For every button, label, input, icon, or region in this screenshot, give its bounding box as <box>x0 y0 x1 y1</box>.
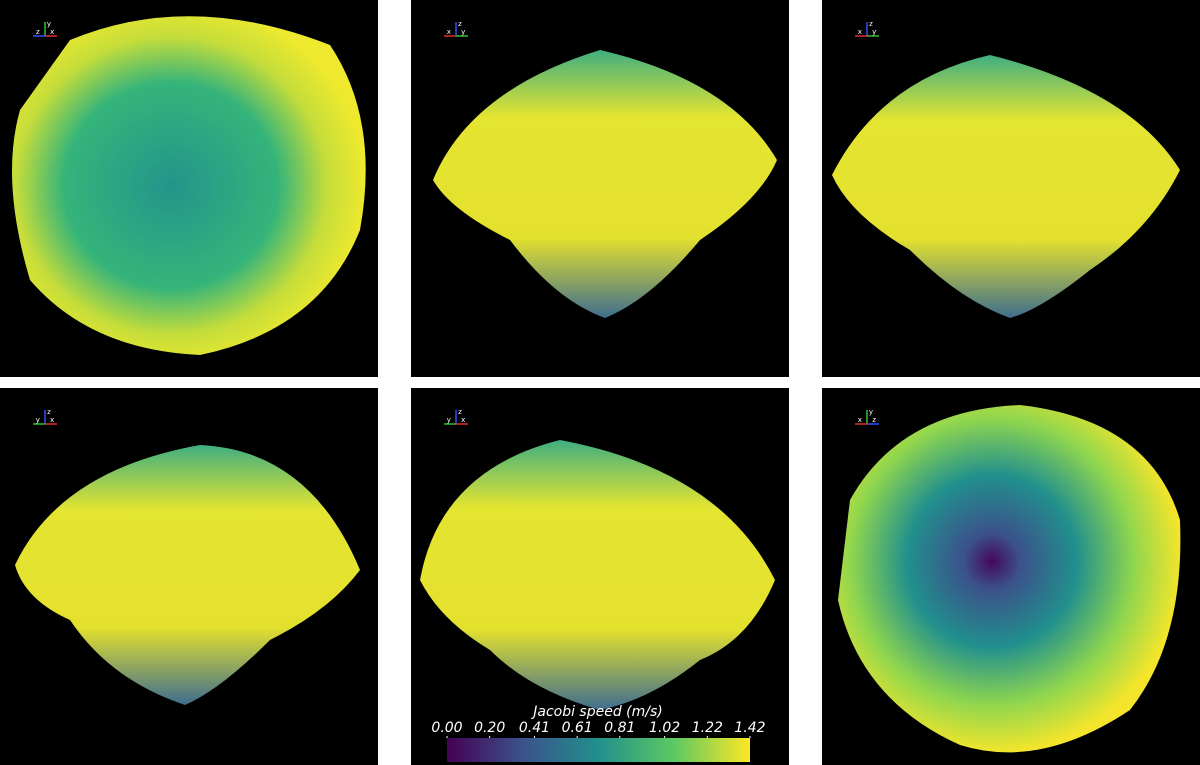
colorbar-tick-label: 1.42 <box>734 720 765 736</box>
colorbar: Jacobi speed (m/s) 0.00 0.20 0.41 0.61 0.81 1… <box>431 704 766 762</box>
colorbar-gradient <box>447 738 750 762</box>
axis-label: x <box>447 28 451 36</box>
axes-triad: zy x <box>444 408 468 425</box>
asteroid-view <box>12 16 366 355</box>
asteroid-view <box>832 55 1180 318</box>
axis-label: y <box>447 416 451 424</box>
colorbar-title: Jacobi speed (m/s) <box>530 704 663 720</box>
axis-label: x <box>858 416 862 424</box>
axes-triad: yx z <box>855 408 879 425</box>
colorbar-tick-label: 0.81 <box>604 720 635 736</box>
colorbar-tick-label: 0.00 <box>431 720 462 736</box>
axis-label: y <box>461 28 465 36</box>
asteroid-view <box>433 50 777 318</box>
axis-label: z <box>458 408 462 416</box>
colorbar-tick-label: 1.02 <box>649 720 680 736</box>
axis-label: y <box>36 416 40 424</box>
colorbar-tick-label: 0.41 <box>519 720 550 736</box>
axis-label: x <box>50 28 54 36</box>
axis-label: y <box>869 408 873 416</box>
axis-label: z <box>47 408 51 416</box>
asteroid-view <box>420 440 775 710</box>
axis-label: x <box>858 28 862 36</box>
colorbar-tick-label: 0.20 <box>474 720 505 736</box>
axis-label: y <box>47 20 51 28</box>
axis-label: z <box>872 416 876 424</box>
axes-triad: zx y <box>444 20 468 37</box>
axes-triad: zy x <box>33 408 57 425</box>
axis-label: z <box>36 28 40 36</box>
colorbar-tick-label: 1.22 <box>692 720 723 736</box>
axis-label: z <box>458 20 462 28</box>
asteroid-view <box>838 405 1181 753</box>
axis-label: x <box>461 416 465 424</box>
axes-triad: yz x <box>33 20 57 37</box>
asteroid-view <box>15 445 360 705</box>
axis-label: y <box>872 28 876 36</box>
colorbar-tick-label: 0.61 <box>562 720 593 736</box>
axes-triad: zx y <box>855 20 879 37</box>
axis-label: x <box>50 416 54 424</box>
axis-label: z <box>869 20 873 28</box>
